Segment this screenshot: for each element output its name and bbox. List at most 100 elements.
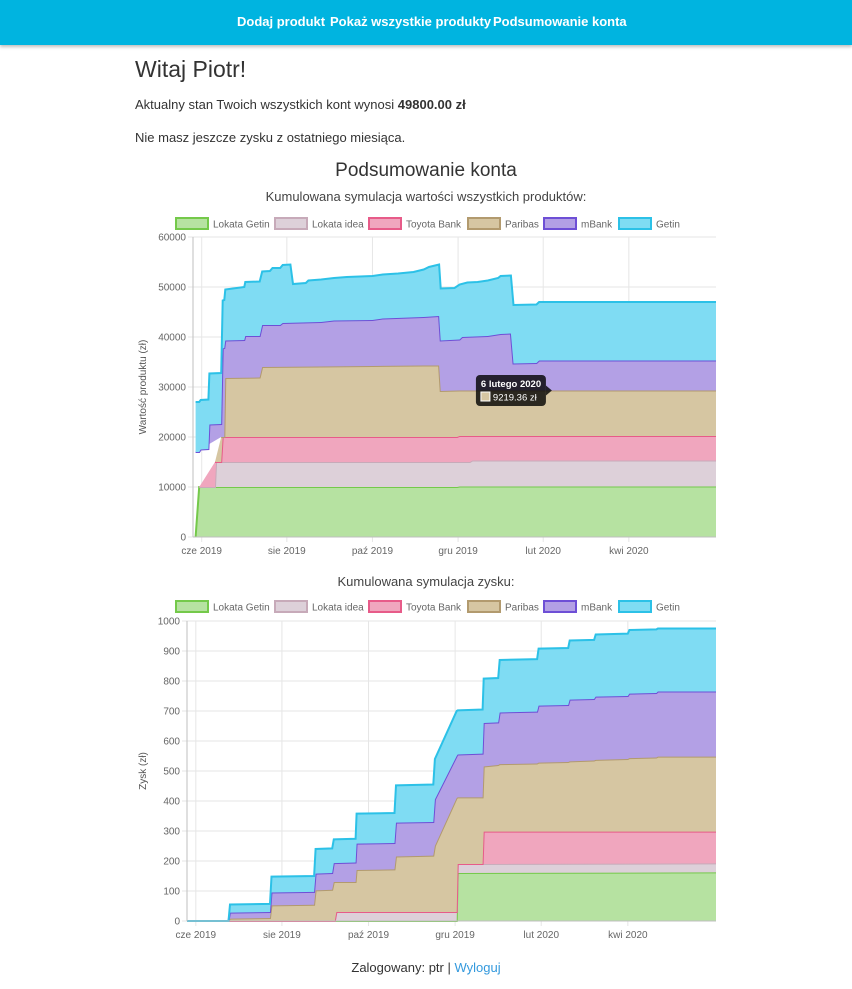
y-tick-label: 300 xyxy=(163,827,180,838)
series-area xyxy=(187,691,716,921)
balance-line: Aktualny stan Twoich wszystkich kont wyn… xyxy=(135,97,466,112)
legend-label: Toyota Bank xyxy=(406,220,462,231)
y-tick-label: 20000 xyxy=(158,433,186,444)
x-tick-label: sie 2019 xyxy=(263,930,301,941)
legend-label: Lokata Getin xyxy=(213,603,270,614)
legend-label: Getin xyxy=(656,603,680,614)
y-tick-label: 500 xyxy=(163,767,180,778)
legend-swatch xyxy=(618,217,652,230)
legend-item[interactable]: Paribas xyxy=(467,217,539,231)
nav-add-product[interactable]: Dodaj produkt xyxy=(237,14,326,29)
y-axis-title: Zysk (zł) xyxy=(138,752,149,790)
tooltip-title: 6 lutego 2020 xyxy=(481,379,541,390)
profit-chart-title: Kumulowana symulacja zysku: xyxy=(337,574,515,589)
y-tick-label: 600 xyxy=(163,737,180,748)
y-tick-label: 100 xyxy=(163,887,180,898)
legend-swatch xyxy=(274,217,308,230)
tooltip-value: 9219.36 zł xyxy=(493,393,538,404)
legend-item[interactable]: Getin xyxy=(618,217,680,231)
y-tick-label: 400 xyxy=(163,797,180,808)
y-tick-label: 200 xyxy=(163,857,180,868)
legend-item[interactable]: mBank xyxy=(543,217,613,231)
x-tick-label: lut 2020 xyxy=(525,546,561,557)
logged-in-text: Zalogowany: ptr | xyxy=(351,960,451,975)
x-tick-label: gru 2019 xyxy=(438,546,478,557)
value-chart: 0 10000 20000 30000 40000 50000 60000 cze 2019 s… xyxy=(138,217,717,557)
legend-swatch xyxy=(175,217,209,230)
legend-item[interactable]: Getin xyxy=(618,600,680,614)
x-tick-label: cze 2019 xyxy=(176,930,217,941)
legend-label: Lokata Getin xyxy=(213,220,270,231)
x-tick-label: kwi 2020 xyxy=(609,546,649,557)
summary-title: Podsumowanie konta xyxy=(335,160,517,181)
legend-label: mBank xyxy=(581,220,613,231)
y-tick-label: 700 xyxy=(163,707,180,718)
y-tick-label: 0 xyxy=(174,917,180,928)
y-tick-label: 60000 xyxy=(158,233,186,244)
legend-swatch xyxy=(274,600,308,613)
y-tick-label: 10000 xyxy=(158,483,186,494)
series-area xyxy=(195,460,717,537)
logout-link[interactable]: Wyloguj xyxy=(454,960,501,975)
balance-text: Aktualny stan Twoich wszystkich kont wyn… xyxy=(135,97,395,112)
legend-item[interactable]: Toyota Bank xyxy=(368,217,462,231)
y-tick-label: 0 xyxy=(180,533,186,544)
series-line xyxy=(195,263,716,403)
legend-label: Toyota Bank xyxy=(406,603,462,614)
legend-swatch xyxy=(543,217,577,230)
series-area xyxy=(187,756,716,921)
legend-label: Lokata idea xyxy=(312,220,364,231)
series-area xyxy=(195,264,717,452)
footer: Zalogowany: ptr | Wyloguj xyxy=(0,960,852,975)
x-tick-label: lut 2020 xyxy=(523,930,559,941)
legend-label: Paribas xyxy=(505,603,539,614)
legend-item[interactable]: Lokata idea xyxy=(274,600,364,614)
series-area xyxy=(195,486,717,537)
legend-label: Paribas xyxy=(505,220,539,231)
y-tick-label: 30000 xyxy=(158,383,186,394)
x-tick-label: gru 2019 xyxy=(435,930,475,941)
series-area xyxy=(187,628,716,921)
legend-swatch xyxy=(467,600,501,613)
x-tick-label: kwi 2020 xyxy=(608,930,648,941)
legend-swatch xyxy=(175,600,209,613)
y-axis-title: Wartość produktu (zł) xyxy=(138,340,149,435)
legend-label: mBank xyxy=(581,603,613,614)
navbar: Dodaj produkt Pokaż wszystkie produkty P… xyxy=(0,0,852,45)
y-tick-label: 900 xyxy=(163,647,180,658)
legend-swatch xyxy=(618,600,652,613)
no-profit-message: Nie masz jeszcze zysku z ostatniego mies… xyxy=(135,130,406,145)
legend-swatch xyxy=(368,600,402,613)
legend-item[interactable]: Lokata idea xyxy=(274,217,364,231)
nav-show-all-products[interactable]: Pokaż wszystkie produkty xyxy=(330,14,492,29)
legend-item[interactable]: Lokata Getin xyxy=(175,217,270,231)
legend-label: Getin xyxy=(656,220,680,231)
legend-swatch xyxy=(543,600,577,613)
x-tick-label: cze 2019 xyxy=(181,546,222,557)
series-line xyxy=(187,627,716,922)
legend-item[interactable]: mBank xyxy=(543,600,613,614)
chart-tooltip: 6 lutego 2020 9219.36 zł xyxy=(475,375,552,406)
greeting-heading: Witaj Piotr! xyxy=(135,56,247,82)
tooltip-swatch xyxy=(480,391,491,402)
y-tick-label: 50000 xyxy=(158,283,186,294)
series-area xyxy=(199,436,716,487)
legend-swatch xyxy=(467,217,501,230)
balance-value: 49800.00 zł xyxy=(397,97,466,112)
y-tick-label: 1000 xyxy=(158,617,181,628)
series-area xyxy=(195,316,717,452)
legend-item[interactable]: Paribas xyxy=(467,600,539,614)
nav-account-summary[interactable]: Podsumowanie konta xyxy=(493,14,627,29)
y-tick-label: 800 xyxy=(163,677,180,688)
x-tick-label: sie 2019 xyxy=(268,546,306,557)
legend-label: Lokata idea xyxy=(312,603,364,614)
value-chart-title: Kumulowana symulacja wartości wszystkich… xyxy=(265,189,587,204)
series-area xyxy=(187,831,716,921)
legend-item[interactable]: Lokata Getin xyxy=(175,600,270,614)
series-area xyxy=(187,863,716,921)
legend-item[interactable]: Toyota Bank xyxy=(368,600,462,614)
x-tick-label: paź 2019 xyxy=(352,546,394,557)
series-line xyxy=(187,755,716,922)
x-tick-label: paź 2019 xyxy=(348,930,390,941)
legend-swatch xyxy=(368,217,402,230)
